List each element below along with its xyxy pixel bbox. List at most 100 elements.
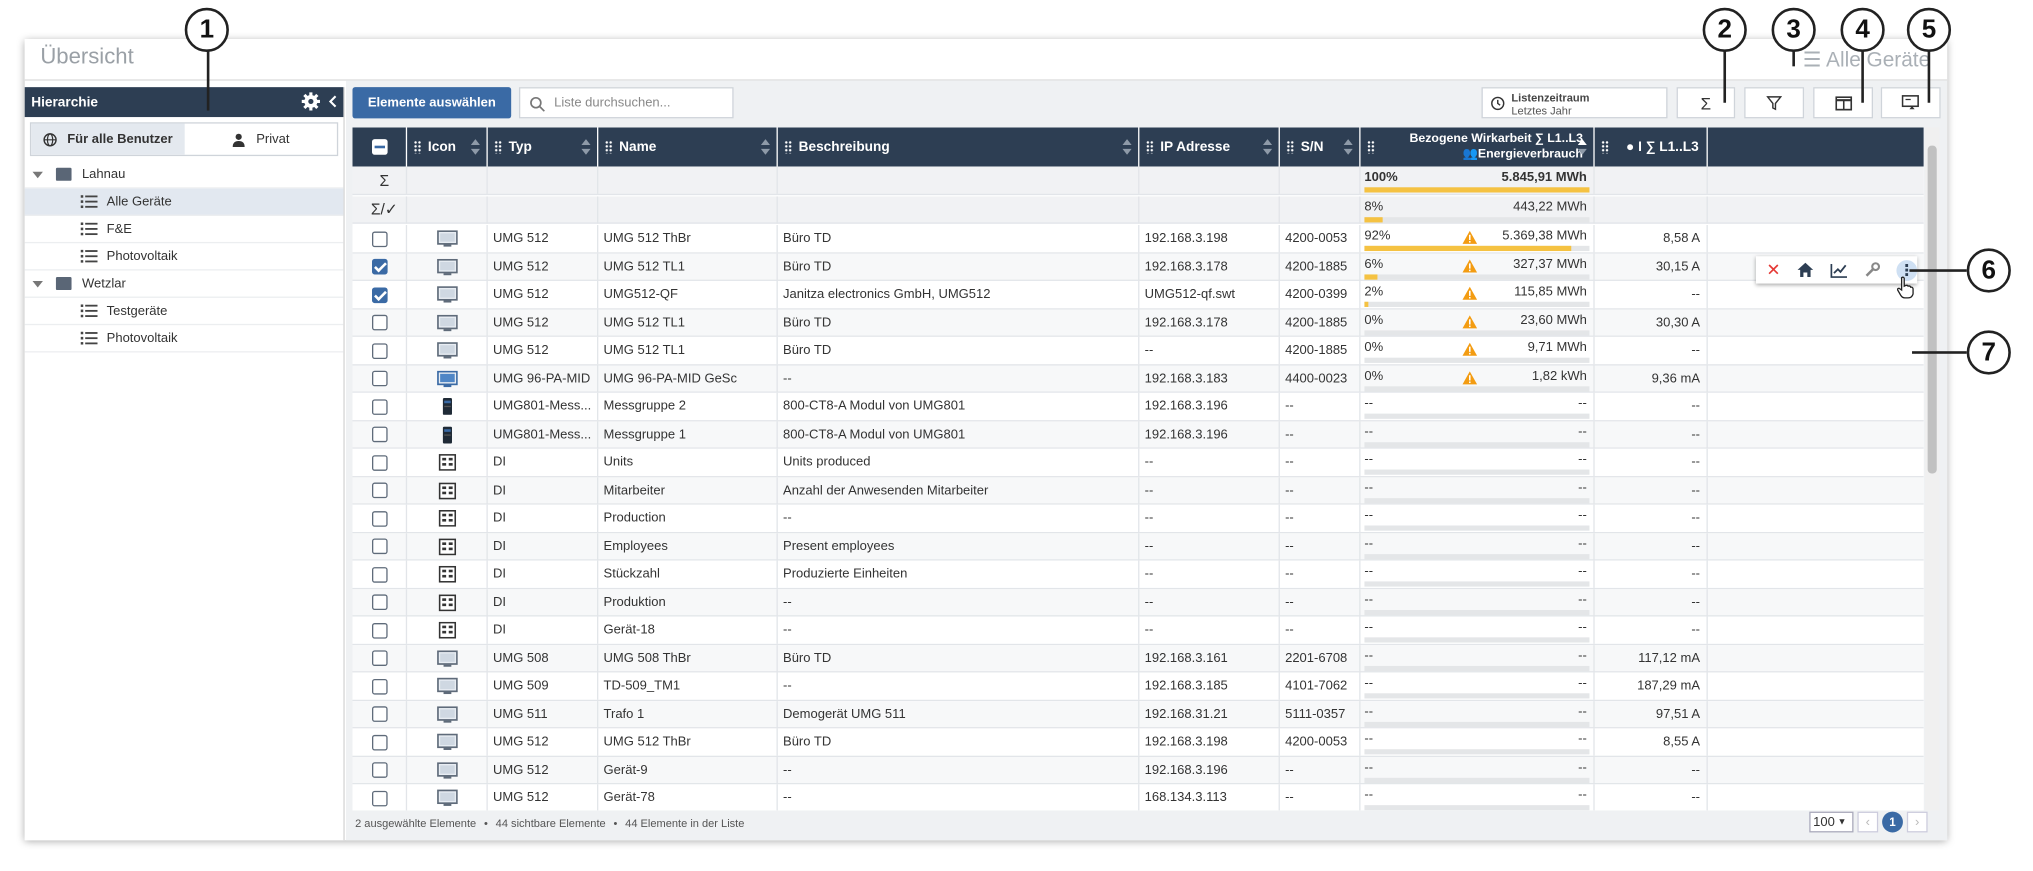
energy-value: -- xyxy=(1578,424,1587,439)
tree-item[interactable]: Testgeräte xyxy=(24,298,344,326)
table-row[interactable]: DI Stückzahl Produzierte Einheiten -- -- -- --… xyxy=(352,560,1924,589)
sort-icon[interactable] xyxy=(760,139,771,155)
table-row[interactable]: UMG 512 UMG 512 TL1 Büro TD -- 4200-1885 0% 9,… xyxy=(352,336,1924,365)
table-row[interactable]: DI Production -- -- -- -- -- -- xyxy=(352,504,1924,533)
column-header-beschreibung[interactable]: Beschreibung xyxy=(778,127,1140,167)
tree-item[interactable]: Photovoltaik xyxy=(24,243,344,271)
sort-icon[interactable] xyxy=(581,139,591,155)
row-checkbox[interactable] xyxy=(372,566,388,583)
table-row[interactable]: UMG 512 UMG 512 TL1 Büro TD 192.168.3.178 42… xyxy=(352,252,1924,281)
row-checkbox[interactable] xyxy=(372,510,388,527)
drag-handle-icon[interactable] xyxy=(1145,140,1154,154)
drag-handle-icon[interactable] xyxy=(413,140,422,154)
row-checkbox[interactable] xyxy=(372,622,388,638)
export-button[interactable] xyxy=(1880,87,1941,119)
collapse-sidebar-icon[interactable] xyxy=(324,91,342,112)
sort-icon[interactable] xyxy=(1343,139,1353,155)
tab-private[interactable]: Privat xyxy=(184,124,337,155)
table-row[interactable]: UMG 512 Gerät-9 -- 192.168.3.196 -- -- -- -- xyxy=(352,756,1924,785)
scrollbar-thumb[interactable] xyxy=(1927,145,1937,474)
next-page-button[interactable]: › xyxy=(1906,811,1928,833)
table-row[interactable]: DI Produktion -- -- -- -- -- -- xyxy=(352,588,1924,617)
row-checkbox[interactable] xyxy=(372,230,388,247)
search-input[interactable]: Liste durchsuchen... xyxy=(518,87,734,119)
row-checkbox[interactable] xyxy=(372,706,388,722)
row-checkbox[interactable] xyxy=(372,314,388,331)
column-header-name[interactable]: Name xyxy=(598,127,778,167)
tree-folder[interactable]: Wetzlar xyxy=(24,271,344,298)
list-period-selector[interactable]: Listenzeitraum Letztes Jahr xyxy=(1481,87,1668,119)
row-checkbox[interactable] xyxy=(372,426,388,443)
column-header-sn[interactable]: S/N xyxy=(1280,127,1361,167)
table-row[interactable]: UMG 512 UMG 512 TL1 Büro TD 192.168.3.178 42… xyxy=(352,308,1924,337)
table-row[interactable]: UMG 512 UMG 512 ThBr Büro TD 192.168.3.198 4… xyxy=(352,225,1924,253)
table-row[interactable]: UMG 96-PA-MID UMG 96-PA-MID GeSc -- 192.168… xyxy=(352,364,1924,393)
row-checkbox[interactable] xyxy=(372,482,388,499)
columns-button[interactable] xyxy=(1813,87,1874,119)
expand-caret-icon[interactable] xyxy=(32,171,43,178)
tree-label: Lahnau xyxy=(81,167,126,182)
cell-ip: -- xyxy=(1144,595,1154,610)
drag-handle-icon[interactable] xyxy=(784,140,793,154)
row-checkbox[interactable] xyxy=(372,734,388,750)
vertical-scrollbar[interactable] xyxy=(1925,127,1940,811)
sort-icon[interactable] xyxy=(1122,139,1132,155)
filter-button[interactable] xyxy=(1744,87,1805,119)
row-checkbox[interactable] xyxy=(372,650,388,666)
tree-item[interactable]: Alle Geräte xyxy=(24,188,344,216)
page-size-select[interactable]: 100 ▼ xyxy=(1809,811,1854,833)
sort-icon[interactable] xyxy=(470,139,480,155)
column-header-typ[interactable]: Typ xyxy=(488,127,599,167)
tree-item[interactable]: Photovoltaik xyxy=(24,325,344,353)
table-row[interactable]: UMG 512 UMG 512 ThBr Büro TD 192.168.3.198 4… xyxy=(352,728,1924,757)
row-checkbox[interactable] xyxy=(372,790,388,806)
tree-folder[interactable]: Lahnau xyxy=(24,161,344,189)
row-checkbox[interactable] xyxy=(372,678,388,694)
table-row[interactable]: UMG 512 UMG512-QF Janitza electronics GmbH… xyxy=(352,280,1924,309)
table-row[interactable]: DI Units Units produced -- -- -- -- -- xyxy=(352,448,1924,477)
table-row[interactable]: DI Gerät-18 -- -- -- -- -- -- xyxy=(352,616,1924,645)
chart-icon[interactable] xyxy=(1830,262,1848,278)
table-row[interactable]: DI Mitarbeiter Anzahl der Anwesenden Mitar… xyxy=(352,476,1924,505)
gear-icon[interactable] xyxy=(300,91,321,112)
row-checkbox[interactable] xyxy=(372,594,388,611)
table-row[interactable]: UMG801-Mess... Messgruppe 1 800-CT8-A Modu… xyxy=(352,420,1924,449)
sort-icon[interactable] xyxy=(1262,139,1273,155)
table-row[interactable]: UMG 511 Trafo 1 Demogerät UMG 511 192.168.3… xyxy=(352,700,1924,729)
drag-handle-icon[interactable] xyxy=(604,140,613,154)
delete-icon[interactable]: ✕ xyxy=(1766,259,1781,280)
home-icon[interactable] xyxy=(1796,261,1814,278)
wrench-icon[interactable] xyxy=(1864,261,1881,278)
current-page[interactable]: 1 xyxy=(1882,811,1903,833)
drag-handle-icon[interactable] xyxy=(494,140,503,154)
column-header-energy[interactable]: Bezogene Wirkarbeit ∑ L1..L3 👥Energieverb… xyxy=(1361,127,1595,167)
tree-item[interactable]: F&E xyxy=(24,216,344,244)
column-header-icon[interactable]: Icon xyxy=(407,127,488,167)
more-options-icon[interactable]: ⋮ xyxy=(1896,259,1918,281)
column-header-current[interactable]: ● I ∑ L1..L3 xyxy=(1595,127,1708,167)
row-checkbox[interactable] xyxy=(372,762,388,778)
row-checkbox[interactable] xyxy=(372,454,388,471)
table-row[interactable]: UMG801-Mess... Messgruppe 2 800-CT8-A Modu… xyxy=(352,392,1924,421)
table-row[interactable]: UMG 509 TD-509_TM1 -- 192.168.3.185 4101-706… xyxy=(352,672,1924,701)
drag-handle-icon[interactable] xyxy=(1601,140,1609,154)
drag-handle-icon[interactable] xyxy=(1367,140,1375,154)
select-elements-button[interactable]: Elemente auswählen xyxy=(352,87,512,119)
table-row[interactable]: UMG 508 UMG 508 ThBr Büro TD 192.168.3.161 2… xyxy=(352,644,1924,673)
sort-ascending-icon[interactable] xyxy=(1577,139,1587,155)
table-row[interactable]: UMG 512 Gerät-78 -- 168.134.3.113 -- -- -- -- xyxy=(352,784,1924,811)
row-checkbox[interactable] xyxy=(372,286,388,303)
sum-button[interactable]: Σ xyxy=(1676,87,1736,119)
row-checkbox[interactable] xyxy=(372,538,388,555)
row-checkbox[interactable] xyxy=(372,398,388,415)
select-all-checkbox[interactable] xyxy=(371,139,387,155)
drag-handle-icon[interactable] xyxy=(1286,140,1295,154)
row-checkbox[interactable] xyxy=(372,258,388,275)
prev-page-button[interactable]: ‹ xyxy=(1857,811,1879,833)
row-checkbox[interactable] xyxy=(372,370,388,387)
table-row[interactable]: DI Employees Present employees -- -- -- -- -- xyxy=(352,532,1924,561)
expand-caret-icon[interactable] xyxy=(32,280,43,287)
tab-all-users[interactable]: Für alle Benutzer xyxy=(31,123,185,155)
column-header-ip[interactable]: IP Adresse xyxy=(1139,127,1280,167)
row-checkbox[interactable] xyxy=(372,342,388,359)
